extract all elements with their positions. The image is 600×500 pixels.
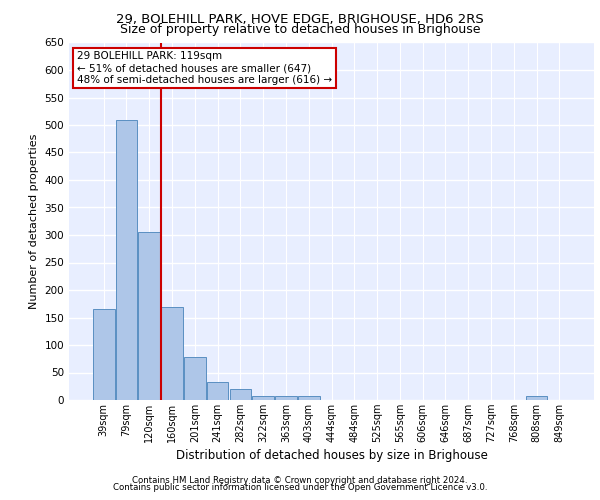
- Bar: [161, 306, 183, 400]
- Bar: [526, 396, 547, 400]
- Bar: [275, 396, 297, 400]
- Bar: [298, 396, 320, 400]
- Bar: [184, 357, 206, 400]
- Text: Contains HM Land Registry data © Crown copyright and database right 2024.: Contains HM Land Registry data © Crown c…: [132, 476, 468, 485]
- Text: 29, BOLEHILL PARK, HOVE EDGE, BRIGHOUSE, HD6 2RS: 29, BOLEHILL PARK, HOVE EDGE, BRIGHOUSE,…: [116, 13, 484, 26]
- Y-axis label: Number of detached properties: Number of detached properties: [29, 134, 39, 309]
- Bar: [230, 389, 251, 400]
- X-axis label: Distribution of detached houses by size in Brighouse: Distribution of detached houses by size …: [176, 449, 487, 462]
- Bar: [93, 309, 115, 400]
- Text: 29 BOLEHILL PARK: 119sqm
← 51% of detached houses are smaller (647)
48% of semi-: 29 BOLEHILL PARK: 119sqm ← 51% of detach…: [77, 52, 332, 84]
- Text: Contains public sector information licensed under the Open Government Licence v3: Contains public sector information licen…: [113, 484, 487, 492]
- Text: Size of property relative to detached houses in Brighouse: Size of property relative to detached ho…: [120, 22, 480, 36]
- Bar: [116, 120, 137, 400]
- Bar: [139, 232, 160, 400]
- Bar: [207, 382, 229, 400]
- Bar: [253, 396, 274, 400]
